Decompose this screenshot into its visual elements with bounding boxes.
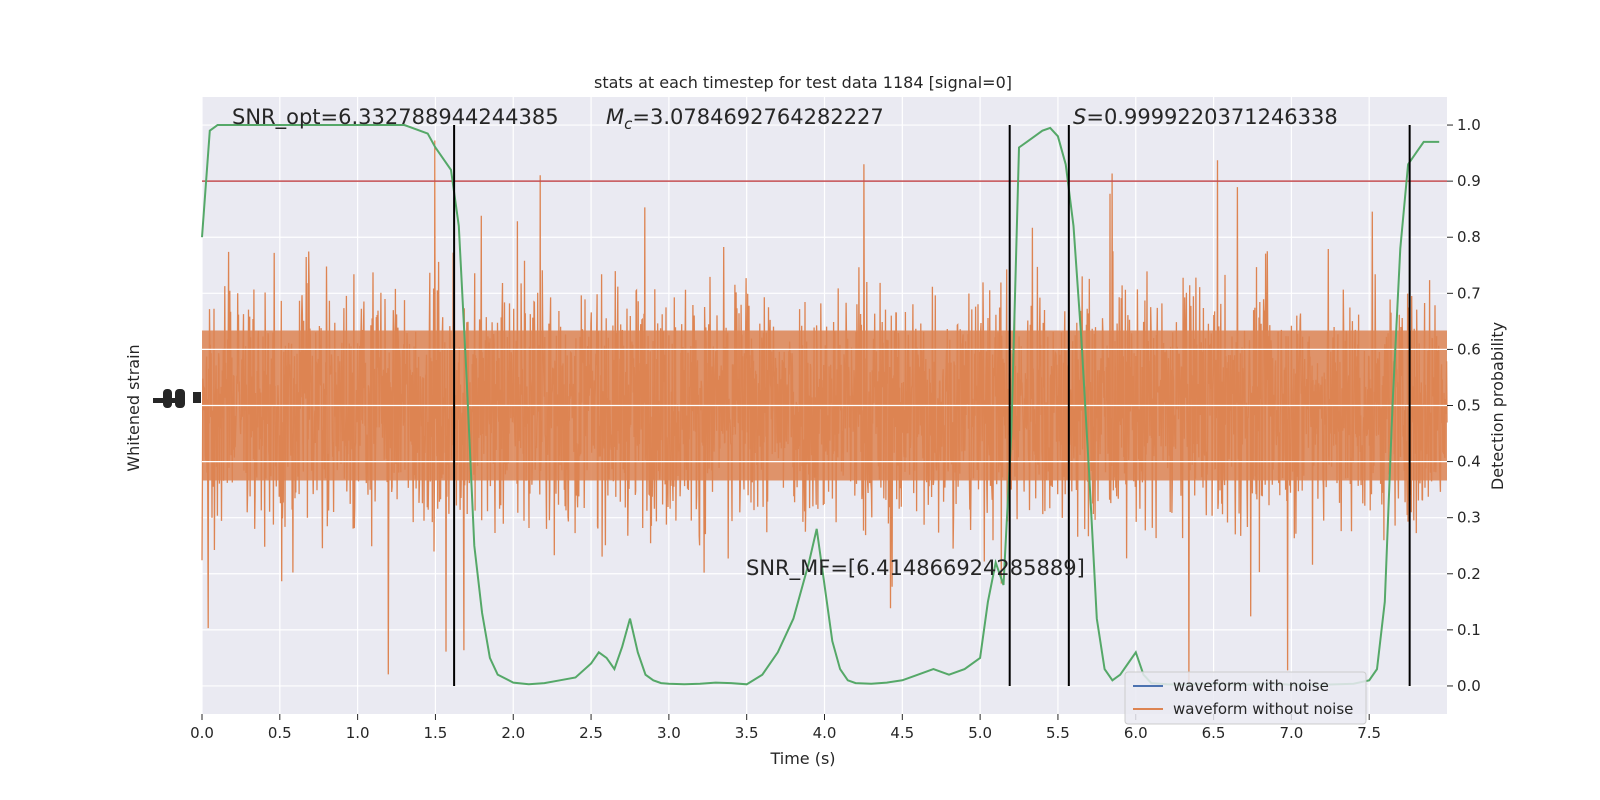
x-tick-label-1: 0.5 [268,724,292,742]
chart-title: stats at each timestep for test data 118… [594,73,1012,92]
chirp-mass-value: =3.0784692764282227 [632,105,883,129]
y-right-tick-label-3: 0.3 [1457,509,1481,527]
x-tick-label-10: 5.0 [968,724,992,742]
y-right-tick-label-5: 0.5 [1457,397,1481,415]
x-tick-label-3: 1.5 [424,724,448,742]
chirp-mass-subscript: c [624,115,633,133]
left-tick-blob-3 [175,389,185,408]
y-right-tick-label-4: 0.4 [1457,453,1481,471]
y-right-tick-label-8: 0.8 [1457,228,1481,246]
y-right-tick-label-0: 0.0 [1457,677,1481,695]
x-tick-label-5: 2.5 [579,724,603,742]
x-tick-label-0: 0.0 [190,724,214,742]
y-right-tick-label-7: 0.7 [1457,284,1481,302]
s-value: =0.9999220371246338 [1086,105,1337,129]
right-y-axis-label: Detection probability [1488,322,1507,490]
chirp-mass-symbol: M [606,105,624,129]
y-right-tick-label-10: 1.0 [1457,116,1481,134]
legend-box [1124,671,1367,725]
x-tick-label-9: 4.5 [890,724,914,742]
x-tick-label-8: 4.0 [813,724,837,742]
y-right-tick-label-6: 0.6 [1457,340,1481,358]
legend-label-with-noise: waveform with noise [1173,677,1329,695]
x-tick-label-4: 2.0 [501,724,525,742]
annotation-s: S=0.9999220371246338 [1073,105,1338,129]
left-tick-blob-4 [193,392,201,403]
x-tick-label-7: 3.5 [735,724,759,742]
vertical-markers [453,125,1411,686]
left-axis-overlapping-ticks [153,389,201,408]
x-axis-label: Time (s) [769,749,835,768]
s-symbol: S [1073,105,1086,129]
strain-series [201,140,1448,687]
annotation-snr-mf: SNR_MF=[6.414866924285889] [746,556,1085,581]
x-tick-label-6: 3.0 [657,724,681,742]
y-right-tick-label-9: 0.9 [1457,172,1481,190]
legend: waveform with noise waveform without noi… [1124,671,1367,725]
legend-label-without-noise: waveform without noise [1173,700,1353,718]
axis-ticks: 0.0 0.5 1.0 1.5 2.0 2.5 3.0 3.5 4.0 4.5 5.0 5.5 6.0 6… [190,116,1481,742]
x-tick-label-2: 1.0 [346,724,370,742]
x-tick-label-11: 5.5 [1046,724,1070,742]
x-tick-label-12: 6.0 [1124,724,1148,742]
x-tick-label-14: 7.0 [1279,724,1303,742]
y-right-tick-label-1: 0.1 [1457,621,1481,639]
y-right-tick-label-2: 0.2 [1457,565,1481,583]
annotation-chirp-mass: Mc=3.0784692764282227 [606,105,884,133]
annotation-snr-opt: SNR_opt=6.332788944244385 [232,105,559,130]
x-tick-label-15: 7.5 [1357,724,1381,742]
left-tick-blob-2 [163,389,172,408]
x-tick-label-13: 6.5 [1202,724,1226,742]
left-y-axis-label: Whitened strain [124,344,143,471]
